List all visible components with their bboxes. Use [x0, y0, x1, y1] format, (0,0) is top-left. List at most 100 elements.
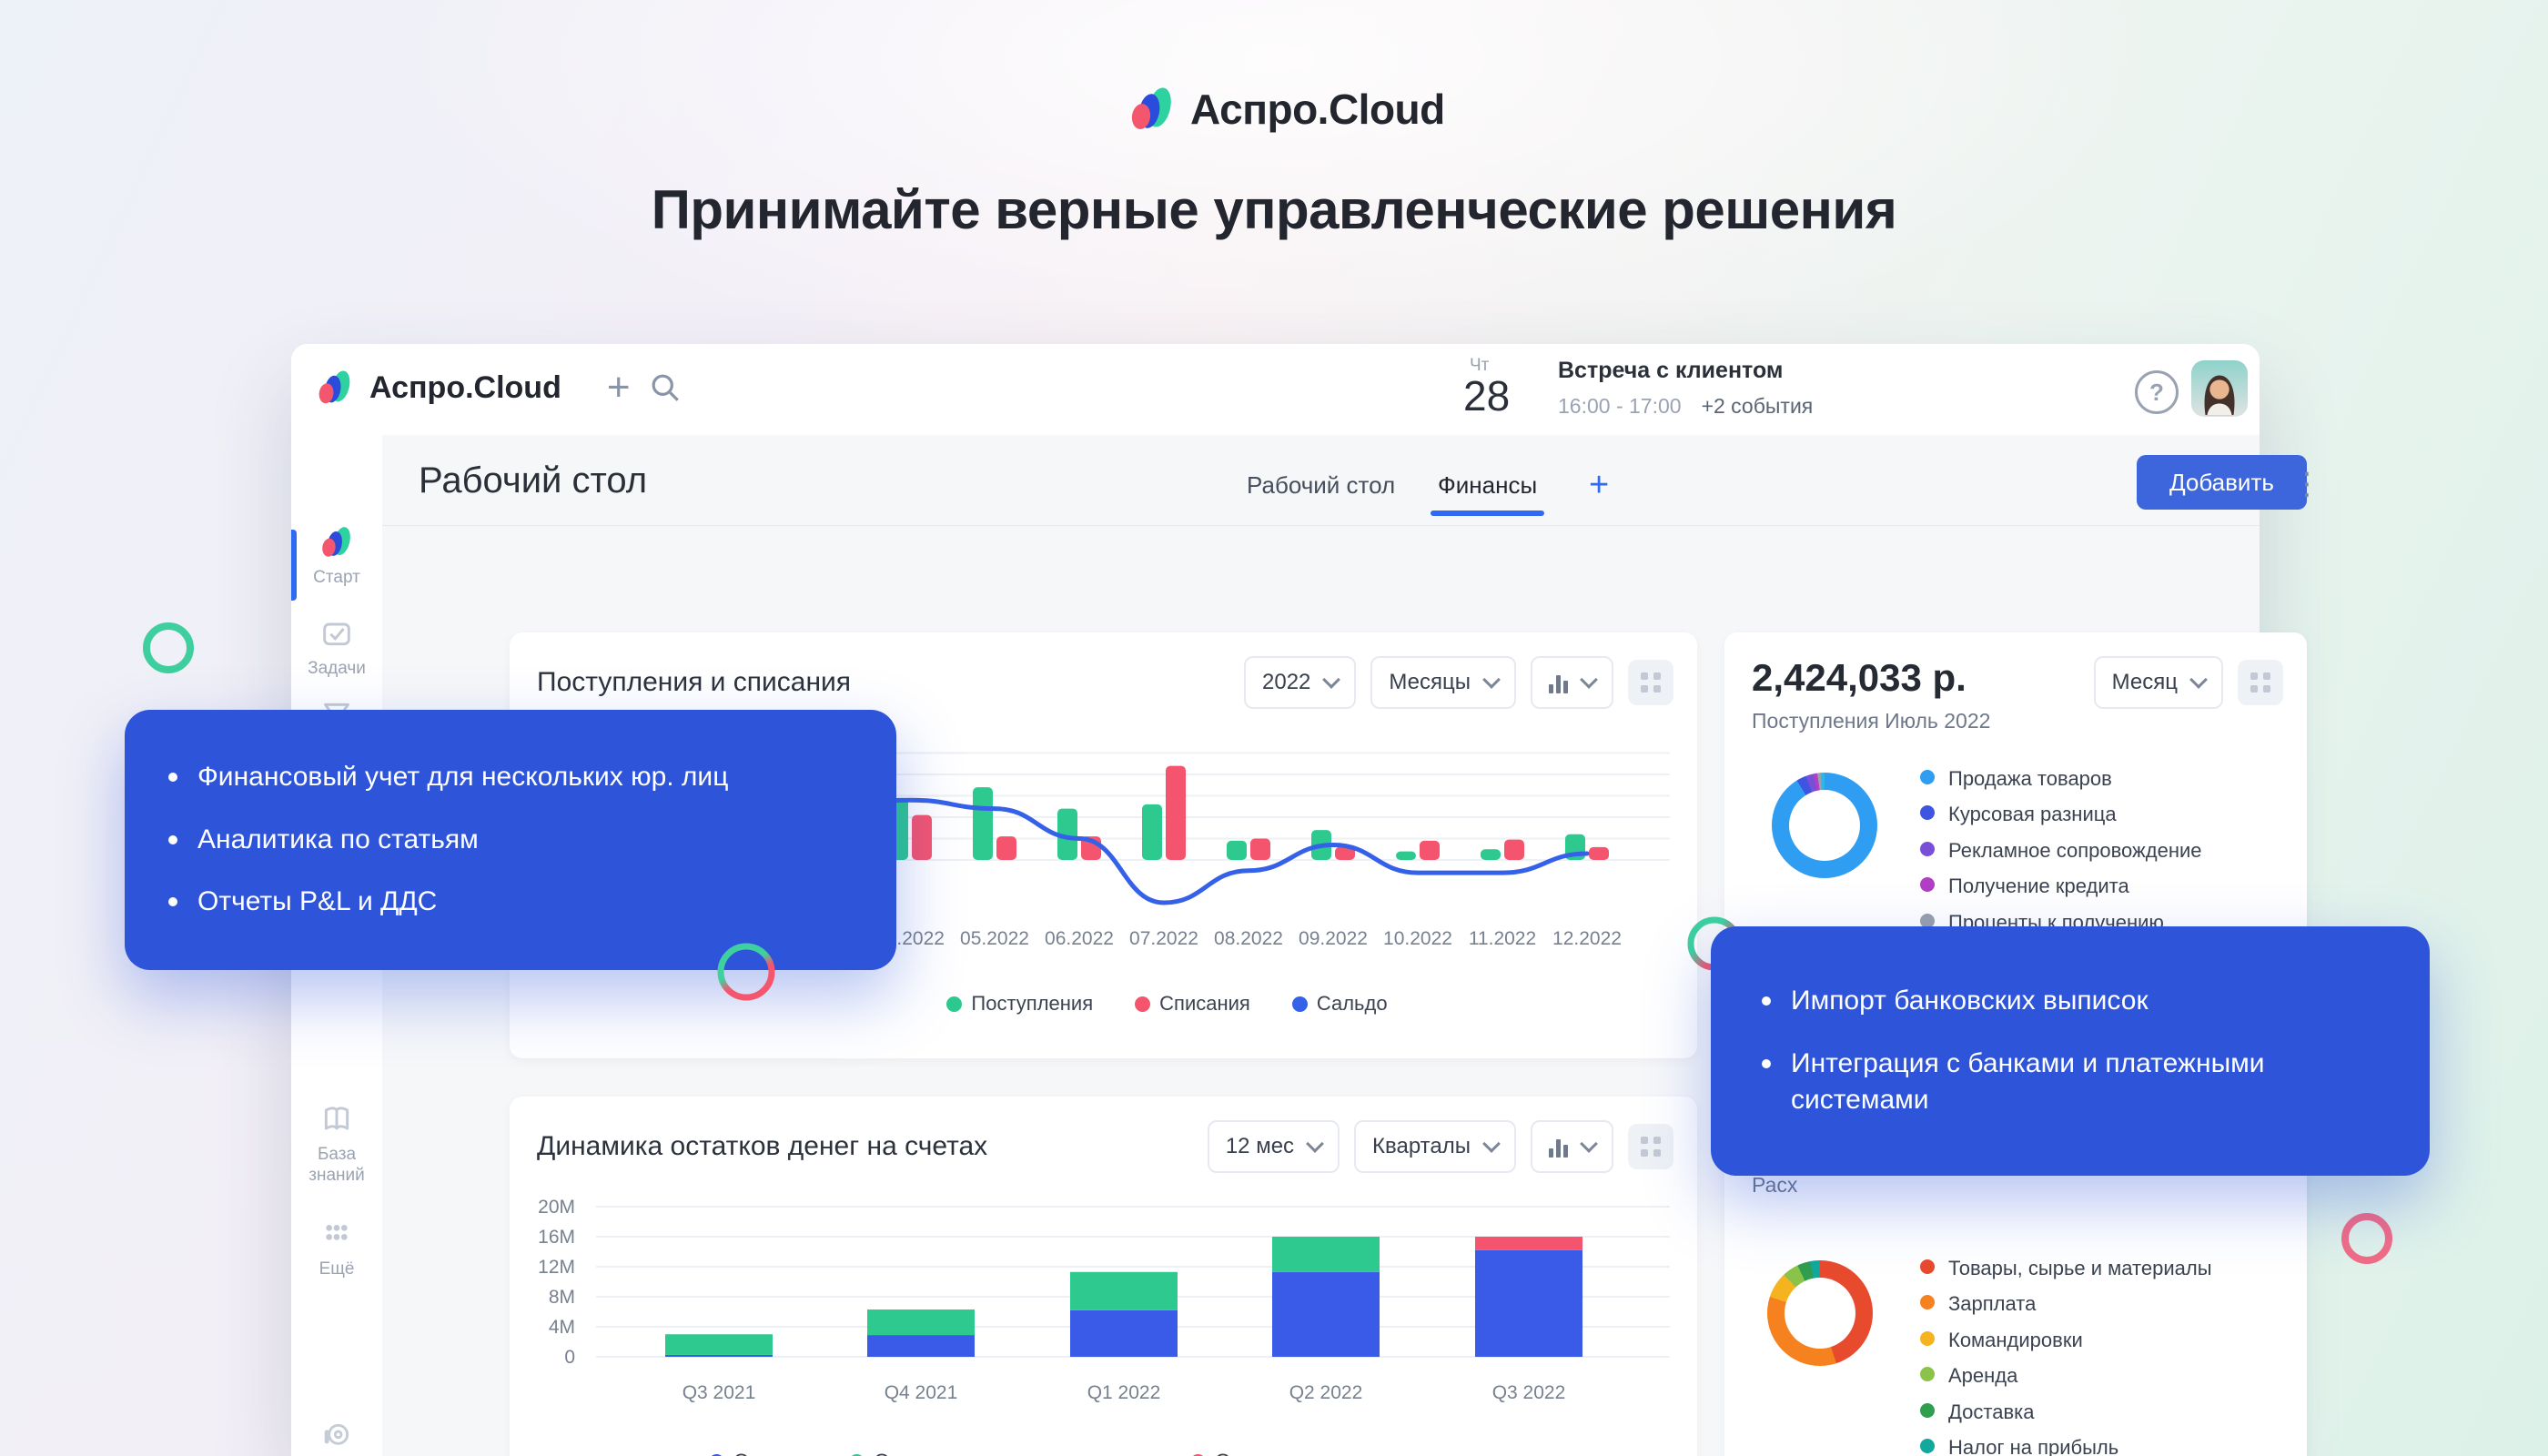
page-title: Рабочий стол	[419, 460, 648, 500]
chevron-down-icon	[1580, 1135, 1598, 1153]
event-extra: +2 события	[1701, 394, 1814, 418]
calendar-day-number[interactable]: 28	[1463, 372, 1511, 420]
chart-legend: Поступления Списания Сальдо	[510, 992, 1697, 1016]
bar-chart-icon	[1549, 672, 1568, 693]
top-bar: Аспро.Cloud + Чт 28 Встреча с клиентом 1…	[291, 344, 2260, 469]
svg-text:09.2022: 09.2022	[1299, 928, 1368, 949]
drag-handle[interactable]	[2238, 660, 2283, 705]
card-title: Динамика остатков денег на счетах	[537, 1131, 988, 1161]
decor-ring-green	[143, 622, 194, 673]
support-icon	[324, 1423, 349, 1445]
tab-dashboard[interactable]: Рабочий стол	[1247, 471, 1396, 499]
svg-text:11.2022: 11.2022	[1469, 928, 1536, 949]
chevron-down-icon	[1482, 671, 1501, 689]
income-total: 2,424,033 р.	[1752, 656, 1967, 699]
book-icon	[324, 1107, 349, 1130]
search-icon[interactable]	[645, 368, 685, 408]
avatar[interactable]	[2191, 360, 2248, 417]
hero-brand: Аспро.Cloud	[1127, 84, 1445, 135]
kebab-menu-icon[interactable]: ⋮	[2291, 467, 2322, 501]
year-select[interactable]: 2022	[1244, 656, 1357, 709]
svg-text:0: 0	[564, 1347, 575, 1368]
help-icon[interactable]: ?	[2135, 370, 2179, 414]
legend-item: Курсовая разница	[1920, 803, 2220, 826]
tab-finance[interactable]: Финансы	[1430, 471, 1545, 523]
aspro-logo-icon	[318, 370, 350, 404]
period-select[interactable]: Месяц	[2093, 656, 2223, 709]
decor-ring-pink	[2341, 1213, 2392, 1264]
drag-handle[interactable]	[1628, 660, 1673, 705]
aspro-logo-icon	[1131, 87, 1171, 129]
sidebar-item-start[interactable]: Старт	[291, 524, 382, 601]
chart-type-select[interactable]	[1531, 1120, 1613, 1173]
event-title[interactable]: Встреча с клиентом	[1558, 358, 1784, 383]
callout-right: Импорт банковских выписок Интеграция с б…	[1711, 926, 2430, 1176]
drag-handle[interactable]	[1628, 1124, 1673, 1169]
svg-text:06.2022: 06.2022	[1045, 928, 1114, 949]
callout-item: Аналитика по статьям	[168, 822, 853, 859]
event-time: 16:00 - 17:00 +2 события	[1558, 394, 1814, 418]
legend-item: Списания	[1135, 992, 1250, 1016]
income-subtitle: Поступления Июль 2022	[1752, 709, 1991, 733]
legend-item: Продажа товаров	[1920, 767, 2220, 791]
divider	[382, 525, 2260, 526]
legend-item: Командировки	[1920, 1329, 2220, 1352]
sidebar-item-tasks[interactable]: Задачи	[291, 615, 382, 679]
bullet-icon	[168, 897, 177, 907]
svg-text:Q2 2022: Q2 2022	[1289, 1382, 1363, 1403]
legend-item: Поступления	[946, 992, 1093, 1016]
svg-text:Q1 2022: Q1 2022	[1087, 1382, 1161, 1403]
create-icon[interactable]: +	[606, 365, 631, 410]
callout-left: Финансовый учет для нескольких юр. лиц А…	[125, 710, 896, 970]
legend-item: Зарплата	[1920, 1292, 2220, 1316]
bar-chart-icon	[1549, 1136, 1568, 1158]
svg-text:07.2022: 07.2022	[1129, 928, 1198, 949]
svg-text:Q3 2022: Q3 2022	[1492, 1382, 1566, 1403]
granularity-select[interactable]: Месяцы	[1370, 656, 1516, 709]
card-title: Поступления и списания	[537, 667, 852, 697]
decor-ring-teal-pink	[717, 943, 775, 1001]
grid-dots-icon	[326, 1225, 348, 1240]
chevron-down-icon	[1482, 1135, 1501, 1153]
chevron-down-icon	[1322, 671, 1341, 689]
active-indicator	[291, 530, 297, 601]
svg-text:Q4 2021: Q4 2021	[885, 1382, 958, 1403]
start-icon	[322, 527, 350, 557]
calendar-day-label: Чт	[1470, 356, 1490, 375]
legend-item: Налог на прибыль	[1920, 1436, 2220, 1456]
range-select[interactable]: 12 мес	[1207, 1120, 1340, 1173]
sidebar-item-knowledge-base[interactable]: База знаний	[291, 1101, 382, 1186]
tasks-check-icon	[323, 622, 350, 646]
callout-item: Финансовый учет для нескольких юр. лиц	[168, 759, 853, 796]
callout-item: Интеграция с банками и платежными систем…	[1762, 1046, 2379, 1119]
svg-text:12M: 12M	[538, 1257, 575, 1278]
svg-text:4M: 4M	[549, 1317, 575, 1338]
legend-item: Сальдо	[1291, 992, 1388, 1016]
donut-legend: Товары, сырье и материалы Зарплата Команди…	[1920, 1257, 2220, 1456]
legend-item: Остаток на конец уменьшился	[1190, 1450, 1498, 1456]
bullet-icon	[1762, 1058, 1771, 1068]
legend-item: Остаток	[709, 1450, 807, 1456]
legend-item: Доставка	[1920, 1400, 2220, 1424]
chevron-down-icon	[1306, 1135, 1324, 1153]
add-tab-button[interactable]: +	[1589, 466, 1610, 504]
legend-item: Аренда	[1920, 1364, 2220, 1388]
chevron-down-icon	[2189, 671, 2208, 689]
add-button[interactable]: Добавить	[2137, 455, 2307, 510]
bullet-icon	[168, 773, 177, 783]
sidebar-item-more[interactable]: Ещё	[291, 1216, 382, 1279]
legend-item: Остаток на конец увеличился	[849, 1450, 1148, 1456]
expenses-donut-chart	[1767, 1260, 1873, 1366]
legend-item: Получение кредита	[1920, 875, 2220, 898]
bullet-icon	[168, 834, 177, 844]
app-brand-name: Аспро.Cloud	[369, 369, 561, 405]
svg-text:10.2022: 10.2022	[1383, 928, 1452, 949]
card-balances: Динамика остатков денег на счетах 12 мес…	[510, 1097, 1697, 1456]
svg-text:8M: 8M	[549, 1287, 575, 1308]
chart-type-select[interactable]	[1531, 656, 1613, 709]
granularity-select[interactable]: Кварталы	[1354, 1120, 1516, 1173]
svg-text:08.2022: 08.2022	[1214, 928, 1283, 949]
svg-text:12.2022: 12.2022	[1552, 928, 1622, 949]
sidebar-item-support[interactable]	[291, 1418, 382, 1456]
